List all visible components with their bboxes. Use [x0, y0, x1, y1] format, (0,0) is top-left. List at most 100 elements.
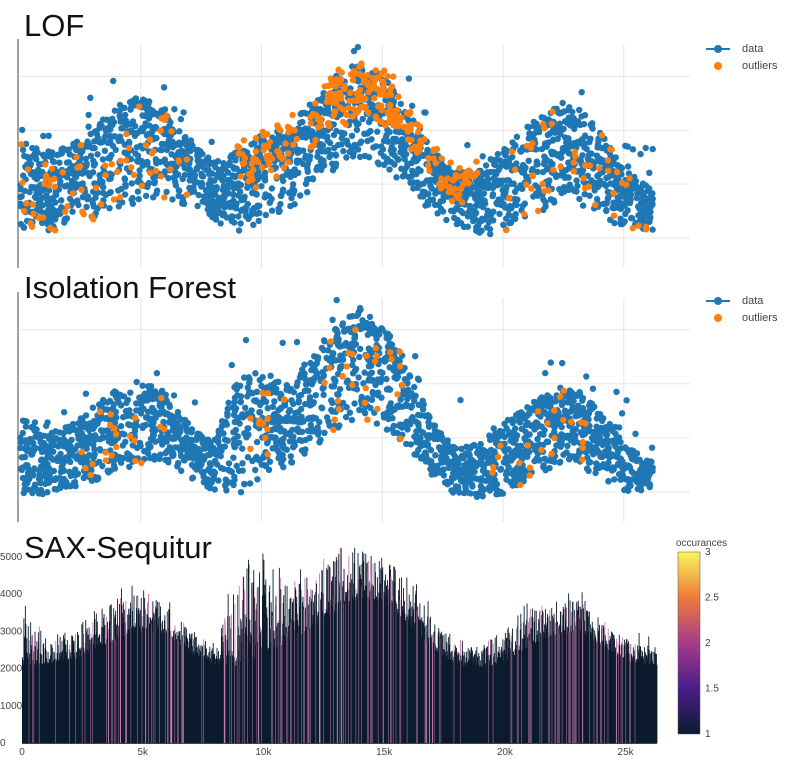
data-point — [222, 166, 229, 173]
data-point — [596, 181, 604, 188]
data-point — [137, 410, 145, 417]
data-point — [75, 432, 82, 440]
data-point — [256, 376, 263, 384]
data-point — [432, 190, 439, 197]
data-point — [176, 128, 183, 135]
data-point — [549, 148, 557, 156]
bar — [46, 661, 48, 743]
outlier-point — [442, 182, 449, 189]
outlier-point — [136, 103, 143, 110]
data-point — [607, 216, 614, 223]
data-point — [242, 404, 249, 411]
data-point — [579, 152, 586, 159]
data-point — [126, 463, 133, 470]
data-point — [412, 392, 419, 399]
data-point — [239, 445, 246, 452]
data-point — [627, 452, 634, 459]
data-point — [314, 354, 322, 361]
bar — [52, 660, 54, 743]
data-point — [19, 429, 26, 437]
data-point — [60, 443, 67, 450]
data-point — [31, 419, 39, 426]
legend-item-outliers[interactable]: outliers — [700, 309, 777, 326]
data-point — [513, 133, 521, 140]
bar — [36, 641, 38, 743]
bar — [60, 652, 62, 743]
data-point — [419, 406, 427, 413]
data-point — [115, 203, 123, 210]
bar — [33, 651, 35, 743]
data-point — [48, 153, 55, 161]
outlier-point — [408, 121, 415, 128]
outlier-point — [358, 60, 365, 67]
data-point — [291, 442, 298, 449]
data-point — [392, 360, 399, 367]
outlier-point — [490, 464, 497, 471]
data-point — [542, 369, 549, 377]
data-series — [17, 43, 656, 238]
data-point — [494, 150, 502, 158]
data-point — [482, 477, 489, 484]
data-point — [444, 437, 451, 444]
data-point — [297, 192, 304, 199]
outlier-point — [338, 93, 345, 100]
outlier-point — [108, 452, 115, 459]
data-point — [397, 139, 405, 146]
outlier-point — [285, 150, 292, 157]
outlier-point — [379, 78, 386, 85]
data-point — [89, 169, 97, 176]
data-point — [308, 425, 315, 432]
data-point — [604, 437, 611, 444]
data-point — [358, 393, 365, 401]
data-point — [403, 150, 410, 158]
data-point — [624, 462, 631, 469]
bar — [59, 652, 61, 743]
bar — [26, 652, 28, 743]
data-point — [245, 389, 253, 397]
outlier-point — [113, 443, 120, 451]
data-point — [594, 462, 602, 469]
data-point — [200, 479, 208, 486]
data-point — [397, 100, 404, 108]
data-point — [440, 193, 447, 200]
data-point — [67, 458, 74, 465]
data-point — [356, 304, 364, 312]
outlier-point — [51, 175, 58, 182]
data-point — [178, 467, 185, 474]
outlier-point — [408, 146, 415, 153]
data-point — [27, 437, 34, 444]
data-point — [490, 425, 497, 432]
data-point — [256, 409, 263, 416]
legend-item-data[interactable]: data — [700, 292, 777, 309]
data-point — [301, 375, 309, 382]
data-point — [564, 442, 571, 449]
data-point — [191, 179, 198, 186]
legend-item-data[interactable]: data — [700, 40, 777, 57]
outlier-point — [635, 222, 642, 229]
outlier-point — [48, 165, 56, 172]
data-point — [105, 154, 112, 162]
data-point — [393, 138, 400, 145]
data-point — [43, 422, 50, 430]
data-point — [276, 452, 283, 460]
data-point — [139, 382, 146, 389]
data-point — [54, 454, 62, 461]
legend-label-data: data — [742, 294, 764, 307]
data-point — [117, 402, 125, 409]
bar — [27, 626, 29, 743]
data-point — [86, 420, 94, 427]
data-point — [293, 157, 301, 164]
data-point — [576, 195, 583, 203]
data-point — [55, 436, 63, 444]
data-point — [40, 132, 47, 140]
outlier-point — [508, 148, 516, 155]
outlier-point — [376, 91, 384, 98]
data-point — [126, 99, 134, 106]
bar — [58, 660, 60, 743]
outlier-point — [607, 146, 614, 153]
outlier-point — [345, 349, 352, 357]
data-point — [254, 202, 261, 209]
legend-item-outliers[interactable]: outliers — [700, 57, 777, 74]
outlier-point — [362, 95, 369, 103]
outlier-point — [521, 211, 528, 218]
